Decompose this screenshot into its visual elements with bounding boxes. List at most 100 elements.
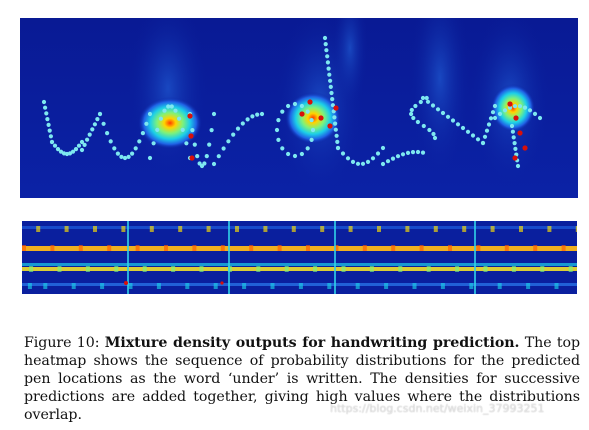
density-peak-dot bbox=[517, 130, 523, 136]
pen-location-dot bbox=[192, 142, 197, 147]
mixture-weight-cell bbox=[128, 283, 133, 289]
mixture-weight-cell bbox=[419, 245, 424, 251]
pen-location-dot bbox=[155, 127, 160, 132]
pen-location-dot bbox=[292, 101, 298, 107]
pen-location-dot bbox=[460, 125, 466, 131]
pen-location-dot bbox=[400, 152, 406, 157]
pen-location-dot bbox=[162, 108, 167, 113]
density-peak-dot bbox=[189, 155, 195, 161]
mixture-weight-row bbox=[22, 267, 577, 271]
pen-location-dot bbox=[409, 111, 414, 117]
pen-location-dot bbox=[335, 139, 340, 144]
mixture-weight-cell bbox=[27, 283, 32, 289]
mixture-weight-row bbox=[22, 226, 577, 229]
pen-location-dot bbox=[492, 115, 498, 121]
pen-location-dot bbox=[432, 135, 438, 141]
mixture-weight-cell bbox=[462, 226, 467, 232]
pen-location-dot bbox=[207, 142, 212, 147]
mixture-weight-cell bbox=[575, 226, 577, 232]
pen-location-dot bbox=[122, 155, 128, 161]
strip-background bbox=[22, 221, 577, 294]
pen-location-dot bbox=[184, 141, 189, 146]
pen-density-heatmap bbox=[20, 18, 578, 198]
pen-location-dot bbox=[97, 111, 103, 117]
mixture-weight-cell bbox=[135, 245, 140, 251]
pen-location-dot bbox=[105, 131, 110, 136]
pen-location-dot bbox=[510, 129, 515, 134]
pen-location-dot bbox=[211, 111, 217, 117]
pen-location-dot bbox=[309, 118, 314, 123]
mixture-weight-cell bbox=[547, 226, 552, 232]
pen-location-dot bbox=[450, 118, 456, 123]
pen-location-dot bbox=[310, 127, 316, 133]
mixture-weight-cell bbox=[284, 266, 289, 272]
mixture-weight-cell bbox=[85, 266, 90, 272]
mixture-weight-cell bbox=[448, 245, 452, 251]
pen-location-dot bbox=[43, 105, 48, 110]
density-peak-dot bbox=[299, 111, 305, 117]
pen-location-dot bbox=[532, 111, 538, 116]
pen-location-dot bbox=[137, 139, 142, 144]
pen-location-dot bbox=[480, 140, 486, 146]
pen-location-dot bbox=[324, 48, 329, 53]
mixture-weight-cell bbox=[121, 226, 126, 232]
pen-location-dot bbox=[333, 121, 338, 126]
mixture-weight-cell bbox=[298, 283, 303, 289]
mixture-weight-cell bbox=[554, 283, 559, 289]
mixture-weight-cell bbox=[256, 266, 261, 272]
pen-location-dot bbox=[424, 95, 429, 101]
density-peak-dot bbox=[187, 113, 193, 119]
pen-location-dot bbox=[190, 128, 195, 133]
stroke-boundary bbox=[127, 221, 129, 294]
pen-location-dot bbox=[299, 151, 304, 157]
mixture-weight-cell bbox=[107, 245, 112, 251]
pen-location-dot bbox=[280, 146, 285, 151]
pen-location-dot bbox=[380, 161, 386, 167]
pen-location-dot bbox=[286, 103, 291, 109]
pen-location-dot bbox=[250, 114, 255, 119]
pen-location-dot bbox=[82, 142, 87, 147]
pen-location-dot bbox=[413, 103, 418, 109]
mixture-weight-cell bbox=[185, 283, 190, 289]
pen-location-dot bbox=[108, 139, 113, 144]
pen-location-dot bbox=[202, 161, 207, 166]
pen-location-dot bbox=[130, 151, 135, 156]
mixture-weight-row bbox=[22, 246, 577, 251]
pen-location-dot bbox=[95, 117, 100, 122]
mixture-weight-peak bbox=[124, 281, 128, 285]
mixture-weight-cell bbox=[483, 266, 488, 272]
pen-location-dot bbox=[465, 129, 471, 134]
pen-location-dot bbox=[355, 161, 361, 166]
pen-location-dot bbox=[226, 139, 231, 144]
mixture-weight-cell bbox=[306, 245, 310, 251]
pen-location-dot bbox=[350, 159, 356, 164]
pen-location-dot bbox=[455, 122, 461, 127]
pen-location-dot bbox=[92, 122, 97, 127]
pen-location-dot bbox=[522, 105, 528, 110]
mixture-weight-cell bbox=[213, 283, 218, 289]
pen-location-dot bbox=[211, 161, 217, 167]
mixture-weight-cell bbox=[334, 245, 339, 251]
pen-location-dot bbox=[327, 72, 332, 77]
mixture-weight-cell bbox=[497, 283, 502, 289]
pen-location-dot bbox=[427, 127, 432, 133]
density-peak-dot bbox=[522, 145, 528, 151]
pen-location-dot bbox=[411, 115, 416, 121]
pen-location-dot bbox=[49, 139, 55, 145]
mixture-weight-cell bbox=[504, 245, 509, 251]
pen-location-dot bbox=[90, 127, 95, 132]
mixture-weight-cell bbox=[43, 283, 48, 289]
pen-location-dot bbox=[475, 137, 481, 142]
mixture-weight-cell bbox=[277, 245, 282, 251]
mixture-weight-cell bbox=[412, 283, 417, 289]
pen-location-dot bbox=[292, 153, 298, 159]
mixture-weight-cell bbox=[71, 283, 76, 289]
mixture-weight-cell bbox=[291, 226, 296, 232]
mixture-weight-cell bbox=[455, 266, 460, 272]
pen-location-dot bbox=[410, 150, 416, 155]
pen-location-dot bbox=[512, 104, 518, 109]
pen-location-dot bbox=[409, 107, 414, 113]
pen-location-dot bbox=[527, 108, 533, 113]
mixture-weight-cell bbox=[142, 266, 147, 272]
mixture-weight-cell bbox=[391, 245, 396, 251]
